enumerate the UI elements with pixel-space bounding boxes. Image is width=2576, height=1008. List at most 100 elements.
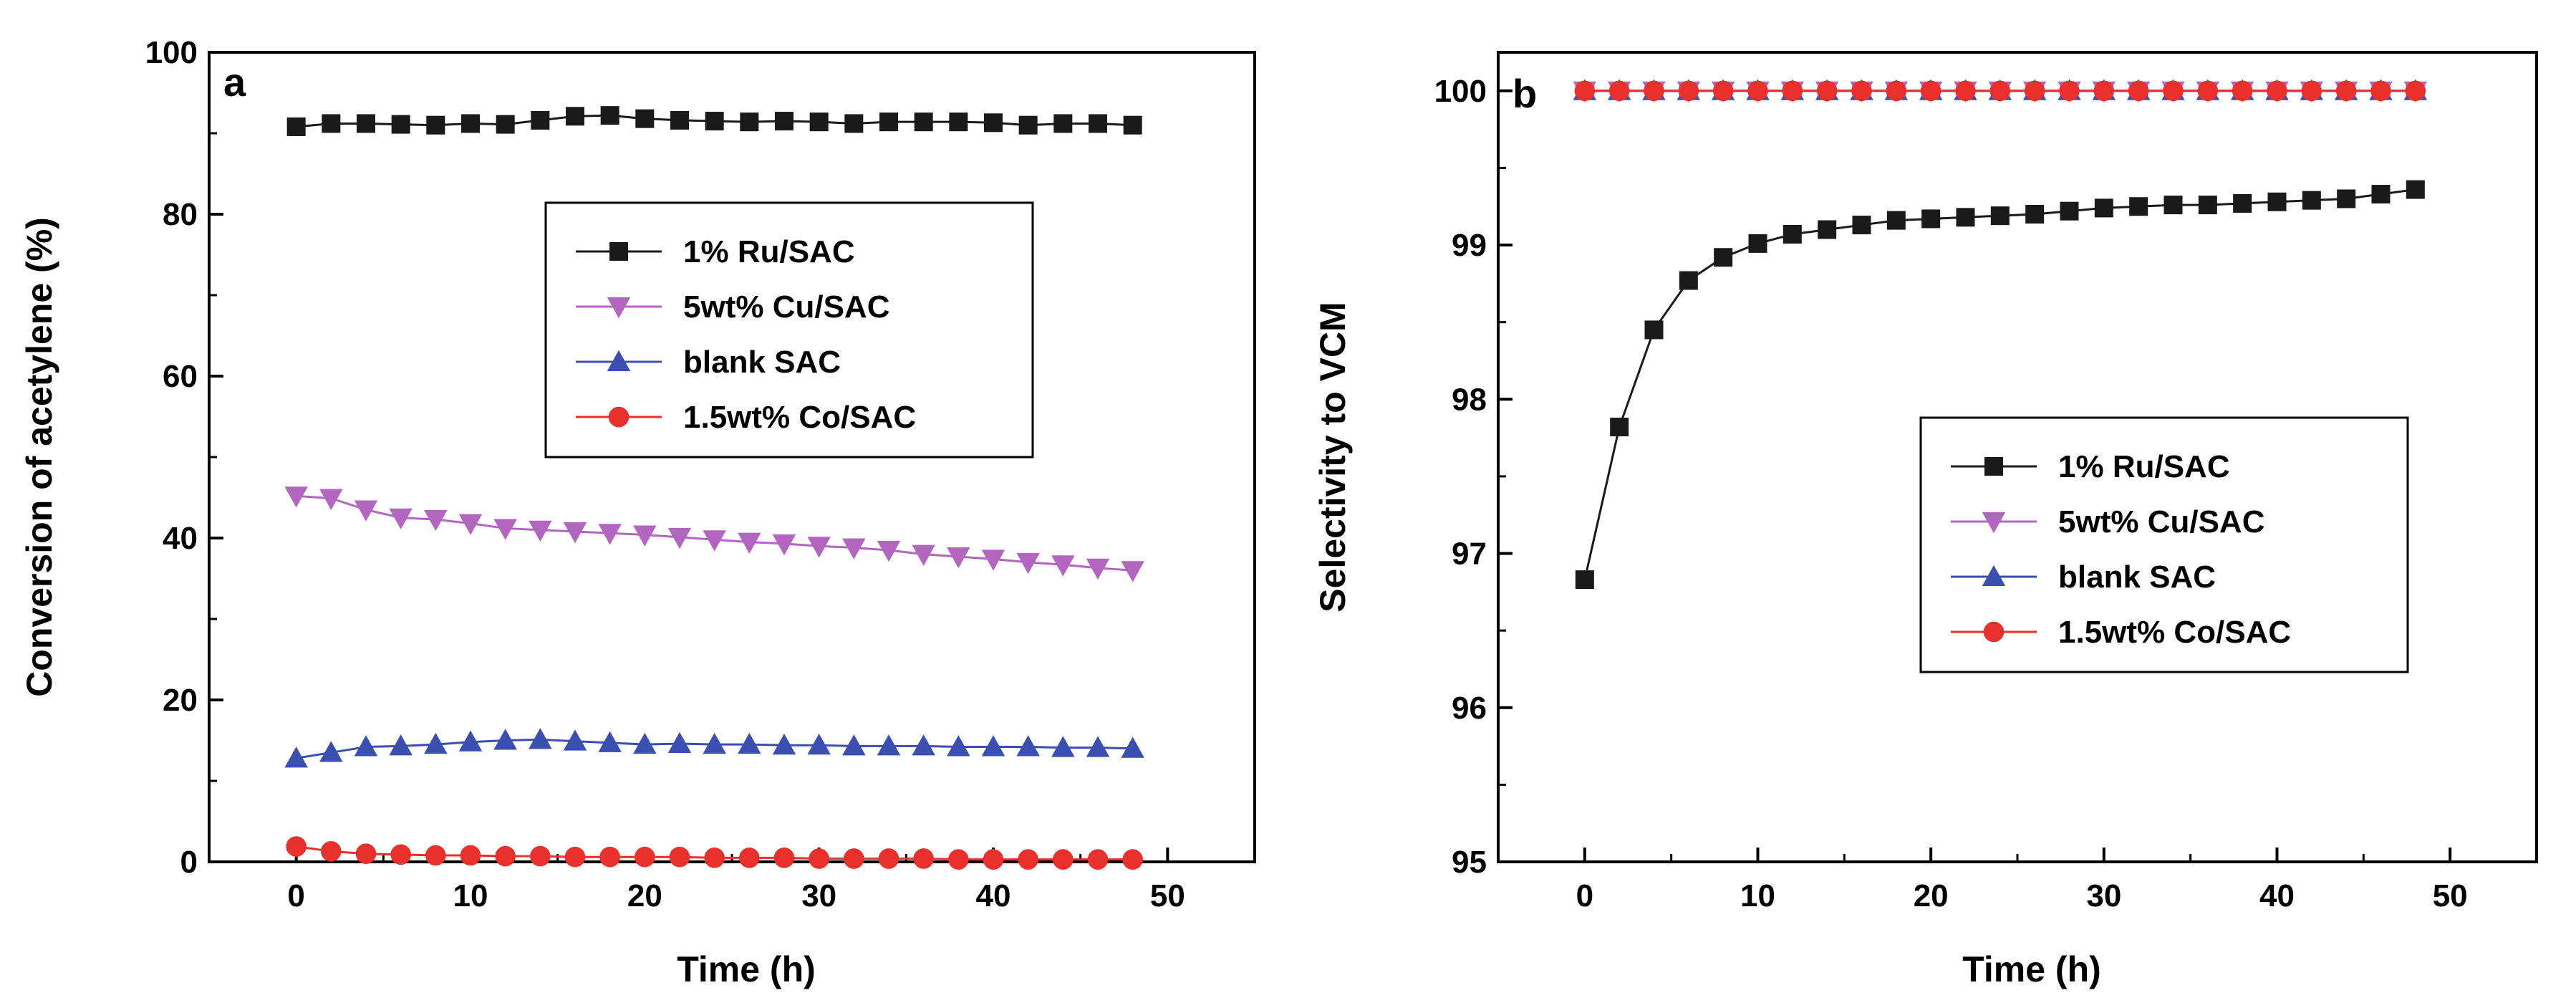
panel-a-point-ru	[286, 117, 306, 136]
panel-a-point-co	[390, 844, 411, 865]
panel-a-point-blank	[389, 734, 413, 756]
panel-b-ytick-label: 98	[1452, 382, 1487, 417]
panel-b-ytick-label: 99	[1452, 228, 1487, 263]
panel-a-legend-label-ru: 1% Ru/SAC	[683, 234, 855, 269]
panel-b-legend-label-co: 1.5wt% Co/SAC	[2058, 615, 2291, 650]
panel-b-point-ru	[2406, 180, 2425, 199]
panel-a-point-blank	[1121, 736, 1144, 758]
panel-a-point-co	[1018, 849, 1038, 870]
panel-a-xtick-label: 40	[976, 878, 1011, 913]
panel-a-point-co	[983, 849, 1004, 870]
panel-b-legend-marker-co	[1983, 621, 2005, 643]
panel-b-legend-label-ru: 1% Ru/SAC	[2058, 449, 2230, 484]
panel-b-point-ru	[2163, 196, 2183, 215]
panel-a-letter: a	[223, 59, 246, 105]
panel-b-point-ru	[1990, 206, 2010, 226]
panel-a-point-blank	[912, 734, 935, 756]
panel-a-point-blank	[424, 732, 448, 754]
panel-a-point-co	[809, 848, 829, 869]
panel-a-point-cu	[912, 544, 935, 566]
panel-a-point-blank	[667, 731, 692, 754]
panel-a-point-co	[564, 846, 586, 868]
panel-a-point-cu	[424, 510, 448, 532]
panel-a-point-co	[913, 848, 934, 869]
panel-a-xtick-label: 50	[1150, 878, 1185, 913]
panel-b-point-ru	[2233, 193, 2252, 213]
panel-a-ytick-label: 40	[163, 521, 198, 556]
panel-a-point-co	[844, 848, 864, 869]
panel-a-point-ru	[322, 114, 341, 133]
panel-a-point-co	[425, 845, 446, 866]
panel-a-y-axis-title: Conversion of acetylene (%)	[19, 217, 59, 697]
panel-b-point-co	[1816, 80, 1838, 102]
panel-a-point-ru	[809, 112, 829, 132]
panel-b-point-ru	[2025, 205, 2045, 224]
panel-a-point-co	[1087, 849, 1109, 870]
panel-a-point-ru	[705, 112, 724, 131]
panel-a-point-blank	[354, 735, 378, 757]
panel-a-legend-marker-cu	[607, 297, 631, 319]
panel-b-point-co	[2301, 80, 2322, 102]
panel-b-letter: b	[1513, 71, 1537, 116]
panel-b-point-co	[2232, 80, 2253, 102]
panel-a-point-ru	[670, 110, 689, 130]
panel-a-xtick-label: 10	[453, 878, 488, 913]
panel-a-point-co	[1053, 849, 1074, 870]
panel-b-point-co	[1608, 80, 1630, 102]
panel-b-point-co	[1989, 80, 2011, 102]
panel-a-point-blank	[598, 731, 622, 752]
panel-b-ytick-label: 96	[1452, 691, 1487, 726]
panel-b-point-ru	[1818, 220, 1837, 239]
panel-a-point-co	[599, 846, 620, 868]
panel-a-point-co	[495, 845, 516, 867]
panel-b-point-ru	[1748, 234, 1767, 253]
panel-b-point-ru	[2267, 192, 2287, 211]
panel-a-ytick-label: 80	[163, 197, 198, 232]
panel-b-point-co	[1886, 80, 1907, 102]
panel-a-point-cu	[947, 547, 970, 569]
panel-b-ytick-label: 95	[1452, 845, 1487, 880]
panel-a-point-ru	[1089, 114, 1107, 133]
panel-a-point-ru	[740, 112, 759, 132]
panel-a-point-ru	[1018, 115, 1038, 135]
panel-b-point-ru	[1714, 248, 1733, 267]
panel-b-xtick-label: 20	[1914, 878, 1949, 913]
panel-a-point-cu	[703, 530, 726, 552]
panel-a-point-co	[739, 848, 760, 868]
panel-a-ytick-label: 0	[180, 845, 198, 880]
panel-b-legend-marker-blank	[1982, 565, 2006, 586]
panel-b-xtick-label: 50	[2433, 878, 2468, 913]
panel-a-point-co	[669, 846, 690, 868]
panel-b-point-ru	[1886, 211, 1906, 230]
panel-b-point-co	[1678, 80, 1699, 102]
panel-b-point-ru	[1921, 209, 1941, 229]
panel-a-point-cu	[389, 508, 413, 529]
panel-b-xtick-label: 0	[1576, 878, 1593, 913]
panel-b-point-ru	[2094, 198, 2113, 218]
panel-b-point-co	[1782, 80, 1803, 102]
panel-b-point-co	[2059, 80, 2080, 102]
panel-a-point-co	[530, 845, 551, 867]
panel-a-legend-marker-co	[608, 406, 629, 428]
panel-a-point-co	[355, 843, 377, 864]
panel-b-point-ru	[1783, 224, 1802, 244]
panel-b-point-co	[2024, 80, 2045, 102]
panel-a-point-cu	[563, 522, 587, 544]
panel-a-point-cu	[738, 532, 761, 554]
panel-a-point-ru	[600, 106, 619, 125]
panel-a-point-blank	[529, 728, 552, 749]
panel-a-point-ru	[879, 112, 898, 132]
panel-a-point-ru	[426, 115, 445, 135]
panel-b-point-co	[1747, 80, 1768, 102]
panel-a-point-ru	[531, 110, 550, 130]
panel-b-legend-marker-cu	[1982, 512, 2006, 534]
panel-b-point-co	[1851, 80, 1872, 102]
panel-a-point-blank	[493, 729, 517, 750]
panel-b-xtick-label: 30	[2086, 878, 2121, 913]
panel-b-point-ru	[2371, 185, 2391, 204]
panel-a-point-cu	[877, 540, 901, 562]
panel-a-x-axis-title: Time (h)	[677, 949, 816, 989]
panel-a-point-ru	[844, 114, 864, 133]
panel-a-point-co	[321, 841, 342, 862]
